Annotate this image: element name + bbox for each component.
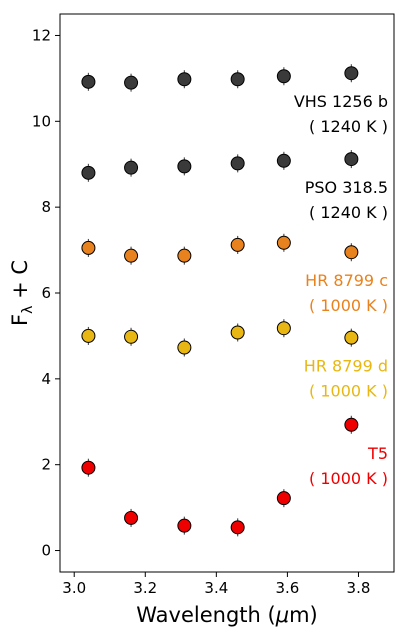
- series-temperature: ( 1000 K ): [309, 296, 388, 315]
- data-point: [230, 72, 245, 87]
- data-point: [81, 240, 96, 255]
- data-point: [81, 328, 96, 343]
- series-name: HR 8799 c: [305, 271, 388, 290]
- data-point: [230, 325, 245, 340]
- data-point: [177, 159, 192, 174]
- y-tick-label: 4: [41, 370, 51, 388]
- data-point: [344, 66, 359, 81]
- series-temperature: ( 1000 K ): [309, 382, 388, 401]
- y-tick-label: 12: [32, 26, 51, 44]
- data-point: [276, 321, 291, 336]
- data-point: [276, 235, 291, 250]
- data-point: [276, 153, 291, 168]
- data-point: [344, 152, 359, 167]
- data-point: [124, 75, 139, 90]
- data-point: [124, 160, 139, 175]
- data-point: [177, 72, 192, 87]
- y-axis-label: Fλ + C: [8, 260, 36, 326]
- data-point: [276, 491, 291, 506]
- data-point: [124, 248, 139, 263]
- y-axis: 0 2 4 6 8 10 12: [32, 26, 60, 560]
- series-name: PSO 318.5: [305, 178, 388, 197]
- data-point: [177, 340, 192, 355]
- data-point: [230, 520, 245, 535]
- data-point: [124, 329, 139, 344]
- series-annotations: VHS 1256 b ( 1240 K ) PSO 318.5 ( 1240 K ) H…: [294, 92, 388, 488]
- series-temperature: ( 1000 K ): [309, 469, 388, 488]
- y-tick-label: 10: [32, 112, 51, 130]
- data-point: [230, 156, 245, 171]
- y-tick-label: 6: [41, 284, 51, 302]
- series-temperature: ( 1240 K ): [309, 203, 388, 222]
- data-point: [344, 330, 359, 345]
- x-axis: 3.0 3.2 3.4 3.6 3.8: [62, 572, 370, 597]
- data-point: [124, 510, 139, 525]
- series-name: T5: [367, 444, 388, 463]
- data-point: [177, 248, 192, 263]
- data-point: [81, 165, 96, 180]
- data-point: [344, 417, 359, 432]
- data-point: [81, 460, 96, 475]
- plot-area: [59, 13, 395, 573]
- x-axis-label: Wavelength (μm): [136, 603, 317, 627]
- x-tick-label: 3.6: [275, 579, 299, 597]
- data-points: [81, 66, 359, 535]
- data-point: [81, 74, 96, 89]
- series-name: HR 8799 d: [304, 357, 388, 376]
- data-point: [177, 518, 192, 533]
- data-point: [344, 245, 359, 260]
- y-tick-label: 8: [41, 198, 51, 216]
- y-tick-label: 2: [41, 456, 51, 474]
- x-tick-label: 3.0: [62, 579, 86, 597]
- y-tick-label: 0: [41, 542, 51, 560]
- data-point: [230, 237, 245, 252]
- data-point: [276, 69, 291, 84]
- x-tick-label: 3.8: [347, 579, 371, 597]
- series-temperature: ( 1240 K ): [309, 117, 388, 136]
- series-name: VHS 1256 b: [294, 92, 388, 111]
- x-tick-label: 3.2: [133, 579, 157, 597]
- x-tick-label: 3.4: [204, 579, 228, 597]
